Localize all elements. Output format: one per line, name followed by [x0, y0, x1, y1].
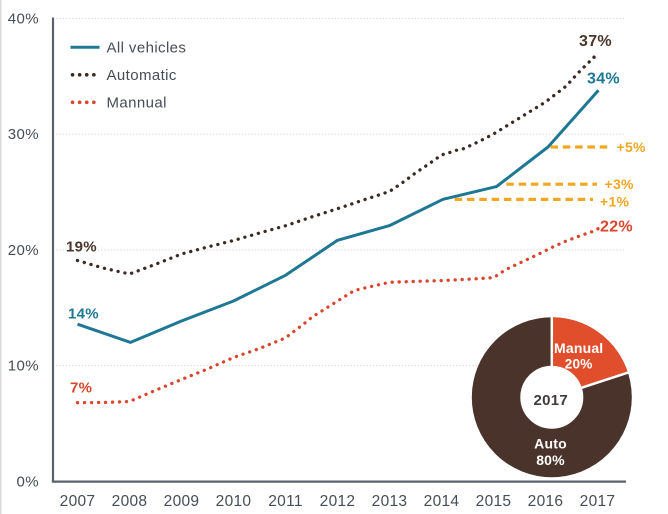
svg-text:2015: 2015 — [476, 493, 512, 510]
svg-text:+5%: +5% — [617, 139, 647, 155]
svg-text:20%: 20% — [8, 242, 39, 259]
svg-text:2010: 2010 — [216, 493, 252, 510]
svg-text:2007: 2007 — [60, 493, 96, 510]
svg-text:14%: 14% — [68, 306, 99, 323]
svg-text:7%: 7% — [70, 379, 92, 396]
svg-text:30%: 30% — [8, 126, 39, 143]
svg-text:22%: 22% — [600, 219, 633, 236]
svg-text:Manual: Manual — [554, 340, 603, 356]
svg-text:37%: 37% — [579, 33, 612, 50]
svg-text:2016: 2016 — [528, 493, 564, 510]
svg-text:2009: 2009 — [164, 493, 200, 510]
svg-text:0%: 0% — [17, 473, 39, 490]
svg-text:+1%: +1% — [600, 193, 630, 209]
svg-text:80%: 80% — [536, 452, 565, 468]
svg-text:All vehicles: All vehicles — [107, 40, 187, 57]
svg-text:20%: 20% — [565, 357, 593, 372]
svg-text:19%: 19% — [66, 238, 97, 255]
svg-text:2012: 2012 — [320, 493, 356, 510]
svg-text:Automatic: Automatic — [107, 67, 177, 84]
svg-text:10%: 10% — [8, 358, 39, 375]
svg-text:2017: 2017 — [580, 493, 616, 510]
svg-text:34%: 34% — [587, 71, 620, 88]
svg-text:2008: 2008 — [112, 493, 148, 510]
svg-text:2017: 2017 — [534, 392, 569, 409]
svg-text:Auto: Auto — [534, 436, 567, 452]
svg-text:40%: 40% — [8, 11, 39, 28]
svg-text:+3%: +3% — [605, 176, 635, 192]
svg-text:2014: 2014 — [424, 493, 460, 510]
svg-text:Mannual: Mannual — [107, 95, 167, 112]
svg-text:2013: 2013 — [372, 493, 408, 510]
svg-text:2011: 2011 — [268, 493, 303, 510]
